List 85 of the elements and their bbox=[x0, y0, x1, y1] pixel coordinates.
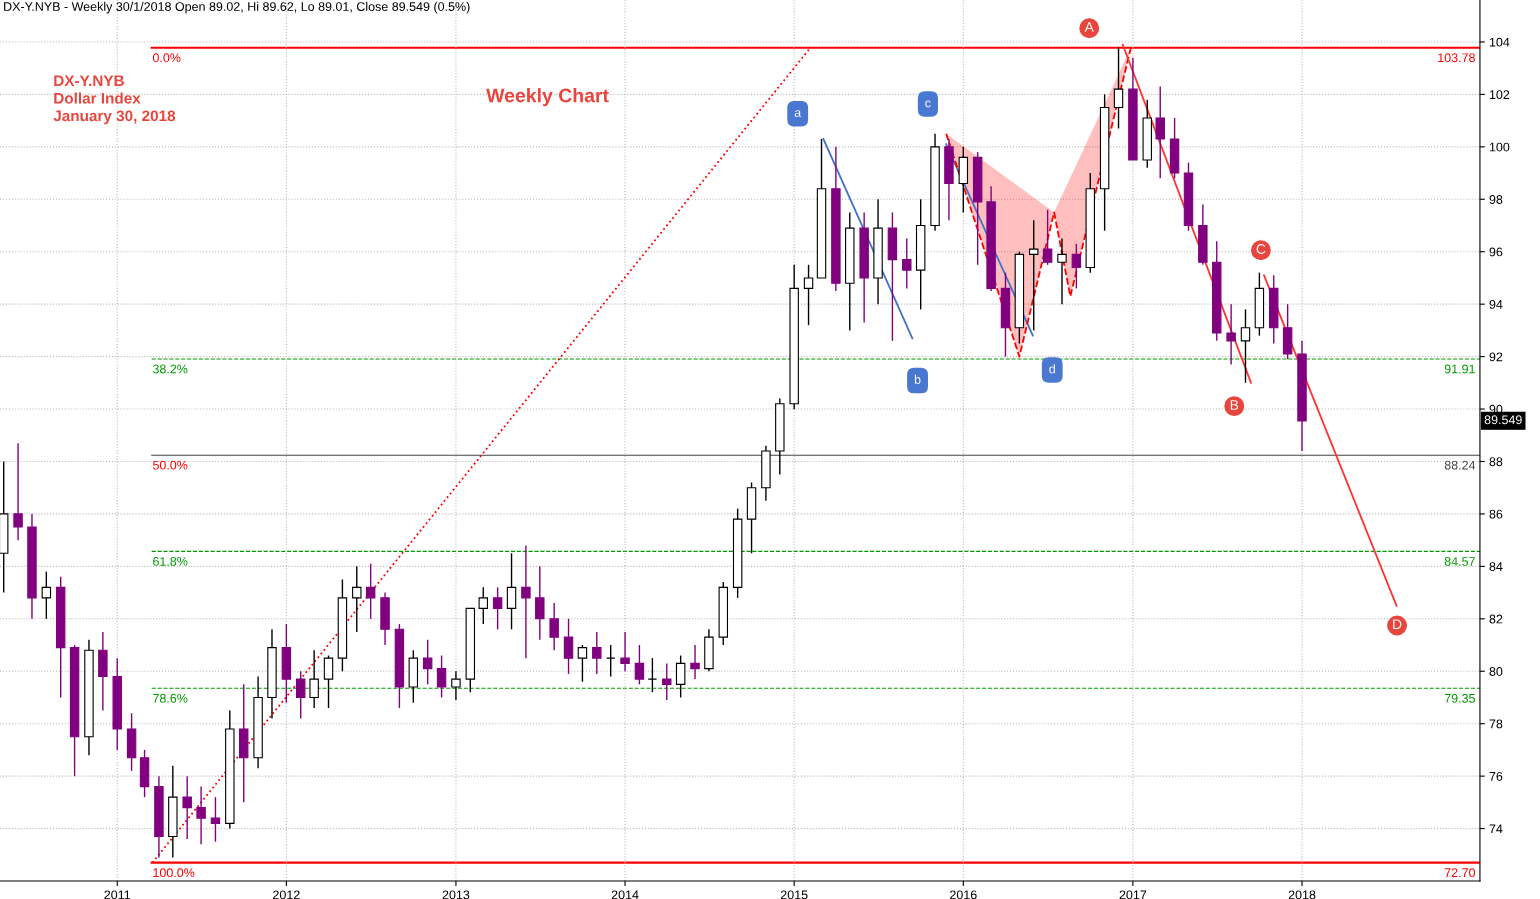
annotation: 100.0% bbox=[153, 868, 195, 878]
annotation: 61.8% bbox=[153, 557, 188, 566]
candlestick bbox=[210, 796, 221, 843]
candlestick bbox=[182, 775, 192, 840]
candlestick bbox=[592, 631, 602, 675]
annotation: b bbox=[914, 374, 921, 384]
candlestick bbox=[422, 639, 433, 686]
y-tick-label: 80 bbox=[1489, 667, 1503, 676]
y-tick-label: 88 bbox=[1489, 457, 1503, 467]
y-tick-label: 74 bbox=[1489, 824, 1503, 834]
candlestick bbox=[690, 644, 700, 680]
x-tick-label: 2013 bbox=[442, 890, 470, 899]
candlestick bbox=[1113, 46, 1124, 130]
y-tick-label: 100 bbox=[1489, 142, 1510, 152]
x-tick-label: 2017 bbox=[1119, 890, 1147, 899]
y-tick-label: 92 bbox=[1489, 352, 1503, 362]
candlestick bbox=[365, 563, 376, 620]
x-tick-label: 2014 bbox=[611, 890, 639, 899]
candlestick bbox=[577, 644, 588, 683]
ref-line-label: 84.57 bbox=[1444, 557, 1475, 566]
candlestick bbox=[451, 670, 461, 701]
candlestick bbox=[634, 644, 645, 686]
y-tick-label: 78 bbox=[1489, 719, 1503, 729]
candlestick bbox=[647, 657, 658, 693]
candlestick bbox=[1155, 85, 1165, 179]
candlestick bbox=[13, 442, 23, 541]
candlestick bbox=[803, 264, 814, 326]
candlestick bbox=[563, 618, 574, 675]
annotation: 0.0% bbox=[152, 53, 181, 63]
candlestick bbox=[323, 654, 334, 709]
annotation: 78.6% bbox=[153, 693, 188, 703]
annotation: 38.2% bbox=[152, 364, 188, 374]
candlestick bbox=[506, 552, 517, 630]
annotation: 50.0% bbox=[152, 460, 188, 470]
annotation: a bbox=[794, 110, 802, 118]
x-tick-label: 2018 bbox=[1288, 890, 1316, 899]
y-tick-label: 98 bbox=[1489, 195, 1503, 204]
y-tick-label: 104 bbox=[1489, 37, 1510, 47]
text: 89.549 bbox=[1484, 415, 1522, 425]
candlestick bbox=[352, 565, 362, 633]
candlestick bbox=[1042, 209, 1053, 266]
candlestick bbox=[1240, 308, 1251, 384]
candlestick bbox=[675, 654, 686, 699]
candlestick bbox=[492, 586, 503, 630]
y-tick-label: 102 bbox=[1489, 90, 1510, 100]
ref-line-label: 79.35 bbox=[1444, 693, 1475, 703]
chart-title: DX-Y.NYB - Weekly 30/1/2018 Open 89.02, Hi 89.62, Lo 89.01, Close 89.549 (0.5%) bbox=[4, 1, 470, 14]
ref-line-label: 103.78 bbox=[1438, 53, 1475, 63]
candlestick bbox=[620, 631, 630, 672]
candlestick bbox=[549, 602, 559, 651]
candlestick bbox=[196, 785, 206, 846]
candlestick bbox=[478, 586, 488, 625]
annotation: A bbox=[1084, 22, 1094, 32]
annotation: B bbox=[1230, 400, 1239, 410]
y-tick-label: 94 bbox=[1489, 299, 1503, 309]
annotation: DX-Y.NYB Dollar Index January 30, 2018 bbox=[53, 75, 176, 125]
candlestick bbox=[1071, 243, 1082, 290]
annotation: C bbox=[1256, 244, 1266, 254]
candlestick bbox=[535, 565, 545, 641]
ref-line-label: 72.70 bbox=[1444, 868, 1476, 878]
y-tick-label: 76 bbox=[1489, 771, 1503, 781]
annotation: D bbox=[1393, 619, 1402, 630]
candlestick bbox=[309, 649, 319, 709]
candlestick bbox=[1057, 237, 1067, 305]
candlestick bbox=[295, 670, 306, 720]
candlestick bbox=[41, 570, 52, 620]
candlestick bbox=[1029, 219, 1039, 332]
y-tick-label: 82 bbox=[1489, 614, 1503, 624]
x-tick-label: 2011 bbox=[104, 890, 131, 899]
annotation: c bbox=[925, 100, 931, 108]
annotation: Weekly Chart bbox=[486, 88, 609, 107]
y-tick-label: 84 bbox=[1489, 562, 1503, 572]
x-tick-label: 2016 bbox=[950, 890, 977, 899]
candlestick bbox=[521, 544, 531, 659]
candlestick bbox=[436, 654, 447, 699]
ref-line-label: 91.91 bbox=[1444, 364, 1475, 374]
candlestick bbox=[1226, 303, 1236, 366]
y-tick-label: 96 bbox=[1489, 247, 1503, 257]
x-tick-label: 2012 bbox=[273, 890, 300, 899]
annotation: d bbox=[1049, 364, 1055, 374]
y-tick-label: 86 bbox=[1489, 509, 1503, 519]
candlestick bbox=[662, 662, 672, 701]
x-tick-label: 2015 bbox=[780, 890, 808, 899]
ref-line-label: 88.24 bbox=[1444, 460, 1476, 470]
candlestick bbox=[902, 237, 912, 290]
